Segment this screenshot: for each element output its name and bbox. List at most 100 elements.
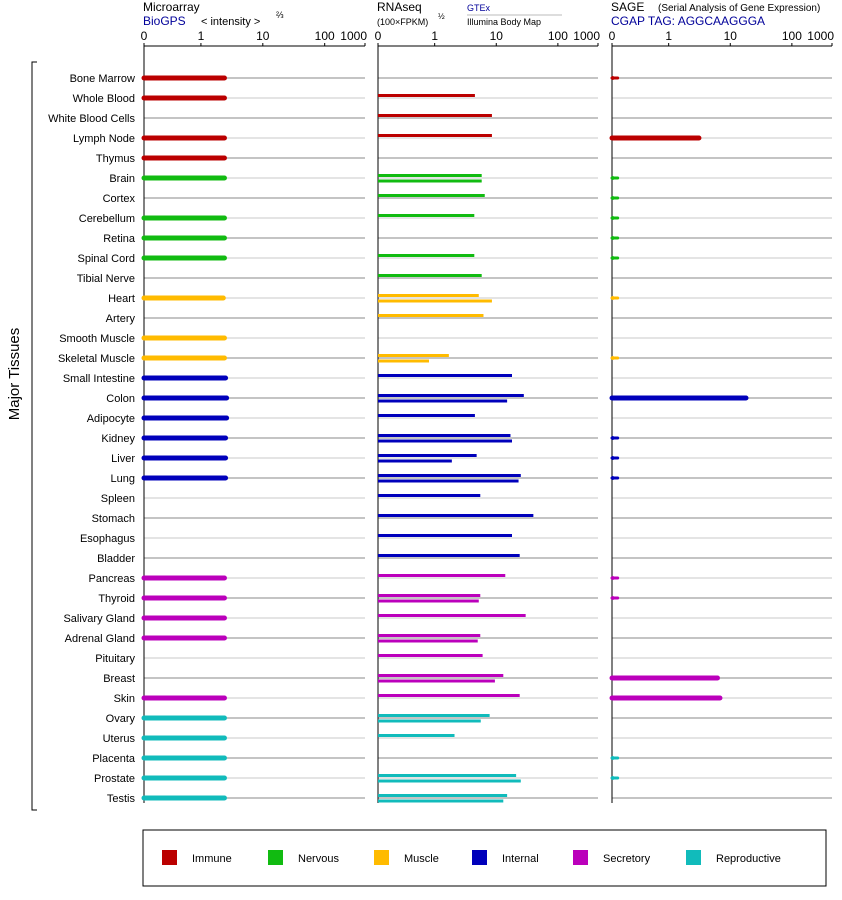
- tissue-label: Bone Marrow: [70, 73, 135, 85]
- sage-bar-start: [612, 776, 614, 780]
- legend-label-reproductive: Reproductive: [716, 853, 781, 865]
- microarray-bar-start: [144, 215, 146, 221]
- sage-bar-start: [612, 256, 614, 260]
- tissue-label: Colon: [106, 393, 135, 405]
- rnaseq-gtex-bar: [378, 734, 455, 737]
- rnaseq-tick-label: 0: [375, 29, 382, 43]
- tissue-label: Spleen: [101, 493, 135, 505]
- sage-bar-start: [612, 756, 614, 760]
- rnaseq-gtex-bar: [378, 674, 504, 677]
- rnaseq-unit: (100×FPKM): [377, 17, 428, 27]
- microarray-bar-start: [144, 795, 146, 801]
- tissue-label: Skeletal Muscle: [58, 353, 135, 365]
- rnaseq-gtex-bar: [378, 714, 490, 717]
- microarray-bar-start: [144, 615, 146, 621]
- microarray-bar-start: [144, 155, 146, 161]
- rnaseq-illumina-bar: [378, 299, 492, 303]
- sage-bar-start: [612, 216, 614, 220]
- rnaseq-gtex-bar: [378, 594, 481, 597]
- rnaseq-gtex-bar: [378, 514, 534, 517]
- tissue-label: Retina: [103, 233, 136, 245]
- sage-title: SAGE: [611, 0, 644, 14]
- sage-bar-start: [612, 196, 614, 200]
- rnaseq-gtex-bar: [378, 114, 492, 117]
- y-axis-bracket: [31, 61, 37, 811]
- sage-tick-label: 0: [609, 29, 616, 43]
- tissue-label: Lung: [111, 473, 135, 485]
- sage-bar-start: [612, 576, 614, 580]
- y-axis-label: Major Tissues: [6, 328, 23, 421]
- microarray-tick-label: 0: [141, 29, 148, 43]
- rnaseq-gtex-bar: [378, 774, 517, 777]
- microarray-tick-label: 100: [315, 29, 335, 43]
- sage-bar-start: [612, 456, 614, 460]
- rnaseq-illumina-bar: [378, 639, 478, 643]
- sage-bar-start: [612, 436, 614, 440]
- microarray-bar-start: [144, 255, 146, 261]
- rnaseq-gtex-bar: [378, 794, 508, 797]
- rnaseq-source-illumina: Illumina Body Map: [467, 17, 541, 27]
- microarray-tick-label: 1000: [340, 29, 367, 43]
- rnaseq-gtex-bar: [378, 294, 479, 297]
- rnaseq-illumina-bar: [378, 479, 519, 483]
- microarray-bar-start: [144, 135, 146, 141]
- tissue-label: Heart: [108, 293, 135, 305]
- microarray-unit-exponent: ⅔: [276, 10, 284, 20]
- sage-bar-start: [612, 476, 614, 480]
- rnaseq-gtex-bar: [378, 214, 475, 217]
- tissue-label: Artery: [106, 313, 136, 325]
- rnaseq-illumina-bar: [378, 439, 512, 443]
- rnaseq-gtex-bar: [378, 654, 483, 657]
- rnaseq-gtex-bar: [378, 394, 524, 397]
- microarray-bar-start: [144, 75, 146, 81]
- rnaseq-gtex-bar: [378, 414, 475, 417]
- tissue-labels: Bone Marrow Whole Blood White Blood Cells L…: [48, 73, 136, 805]
- tissue-label: Breast: [103, 673, 135, 685]
- legend-swatch-nervous: [268, 850, 283, 865]
- rnaseq-illumina-bar: [378, 179, 482, 183]
- microarray-bar-start: [144, 235, 146, 241]
- tissue-label: Lymph Node: [73, 133, 135, 145]
- tissue-label: Spinal Cord: [78, 253, 135, 265]
- sage-tick-label: 100: [782, 29, 802, 43]
- microarray-bar-start: [144, 435, 146, 441]
- microarray-bar-start: [144, 355, 146, 361]
- tissue-label: Stomach: [92, 513, 135, 525]
- microarray-title: Microarray: [143, 0, 200, 14]
- tissue-label: Thymus: [96, 153, 136, 165]
- microarray-bar-start: [144, 775, 146, 781]
- rnaseq-tick-label: 1: [431, 29, 438, 43]
- tissue-label: Small Intestine: [63, 373, 135, 385]
- rnaseq-gtex-bar: [378, 174, 482, 177]
- tissue-label: Whole Blood: [73, 93, 135, 105]
- tissue-label: Esophagus: [80, 533, 136, 545]
- legend-swatch-internal: [472, 850, 487, 865]
- sage-bar-start: [612, 136, 614, 140]
- tissue-label: Kidney: [101, 433, 135, 445]
- rnaseq-gtex-bar: [378, 494, 481, 497]
- rnaseq-illumina-bar: [378, 459, 452, 463]
- tissue-label: Uterus: [103, 733, 136, 745]
- tissue-label: Adipocyte: [87, 413, 135, 425]
- microarray-bar-start: [144, 415, 146, 421]
- microarray-bar-start: [144, 95, 146, 101]
- sage-tag: CGAP TAG: AGGCAAGGGA: [611, 14, 765, 28]
- tissue-label: Prostate: [94, 773, 135, 785]
- tissue-label: Salivary Gland: [63, 613, 135, 625]
- rnaseq-unit-exponent: ½: [438, 12, 445, 21]
- tissue-label: Tibial Nerve: [77, 273, 135, 285]
- sage-bar-start: [612, 596, 614, 600]
- microarray-bar-start: [144, 735, 146, 741]
- rnaseq-illumina-bar: [378, 599, 479, 603]
- tissue-label: Adrenal Gland: [65, 633, 135, 645]
- rnaseq-gtex-bar: [378, 374, 512, 377]
- sage-bar-start: [612, 696, 614, 700]
- rnaseq-gtex-bar: [378, 254, 475, 257]
- sage-tick-label: 1000: [807, 29, 834, 43]
- tissue-label: Thyroid: [98, 593, 135, 605]
- rnaseq-gtex-bar: [378, 694, 520, 697]
- microarray-bar-start: [144, 375, 146, 381]
- sage-bar-start: [612, 76, 614, 80]
- legend-label-nervous: Nervous: [298, 853, 339, 865]
- microarray-tick-label: 10: [256, 29, 270, 43]
